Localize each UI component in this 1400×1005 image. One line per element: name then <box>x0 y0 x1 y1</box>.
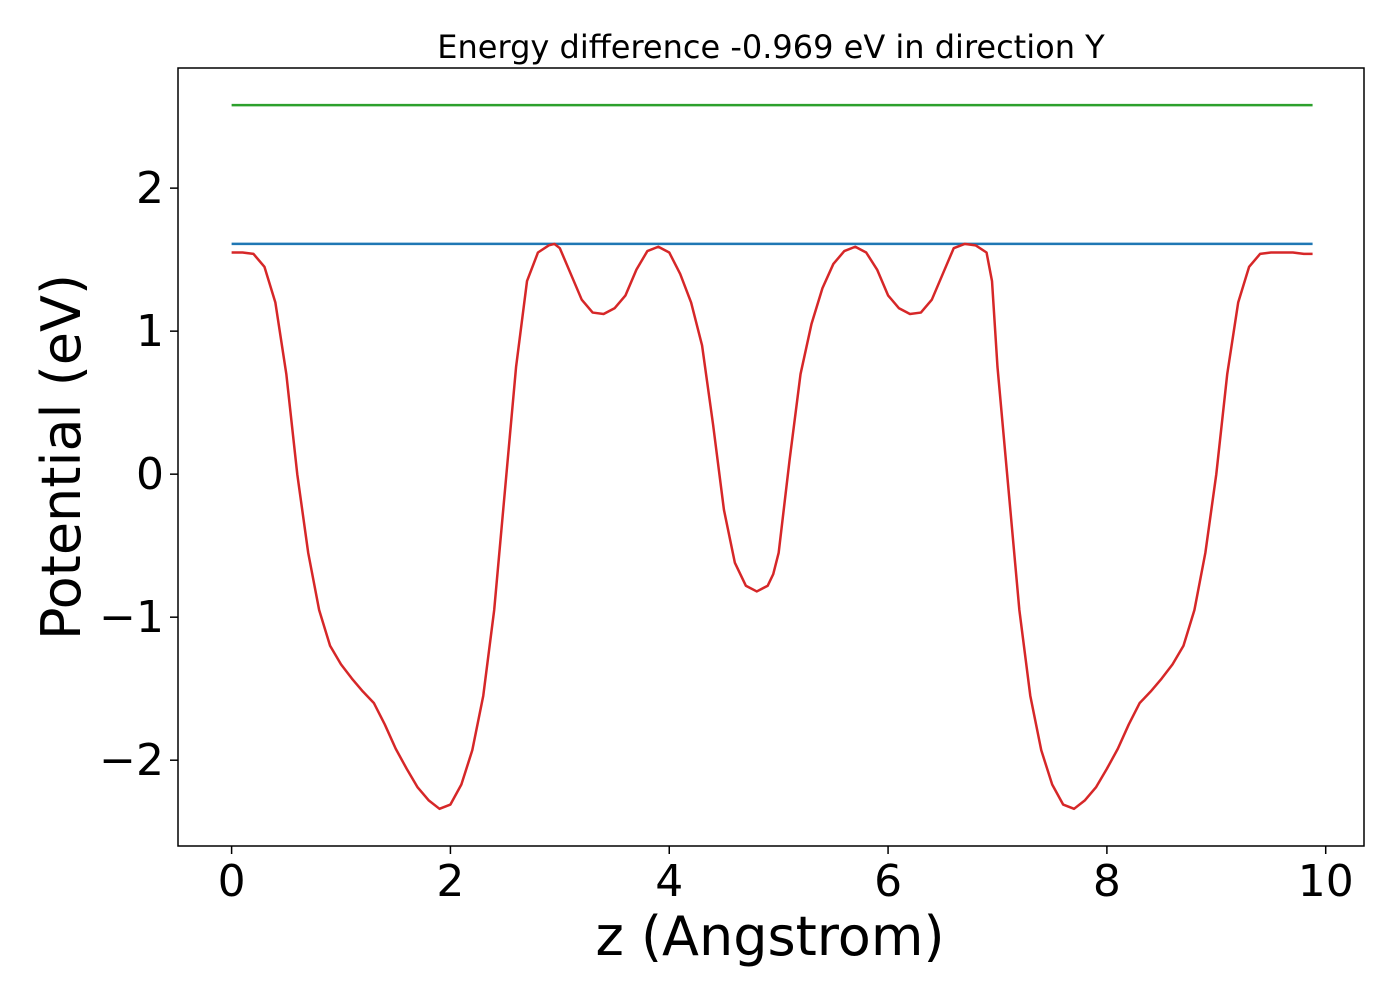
x-tick-label: 10 <box>1298 856 1354 907</box>
x-tick-label: 2 <box>436 856 464 907</box>
plot-area <box>231 103 1313 811</box>
x-tick-label: 0 <box>218 856 246 907</box>
x-axis-label: z (Angstrom) <box>595 905 944 968</box>
y-tick-label: 1 <box>136 306 164 357</box>
chart-title: Energy difference -0.969 eV in direction… <box>437 28 1105 66</box>
y-tick-label: −2 <box>99 735 164 786</box>
x-axis: 0 2 4 6 8 10 <box>218 846 1354 907</box>
plot-frame <box>177 67 1365 847</box>
y-tick-label: −1 <box>99 592 164 643</box>
x-tick-label: 6 <box>874 856 902 907</box>
x-tick-label: 8 <box>1093 856 1121 907</box>
series-line-0 <box>231 242 1313 811</box>
y-axis-label: Potential (eV) <box>30 274 93 640</box>
y-axis: −2 −1 0 1 2 <box>99 163 178 786</box>
y-tick-label: 2 <box>136 163 164 214</box>
y-tick-label: 0 <box>136 449 164 500</box>
x-tick-label: 4 <box>655 856 683 907</box>
